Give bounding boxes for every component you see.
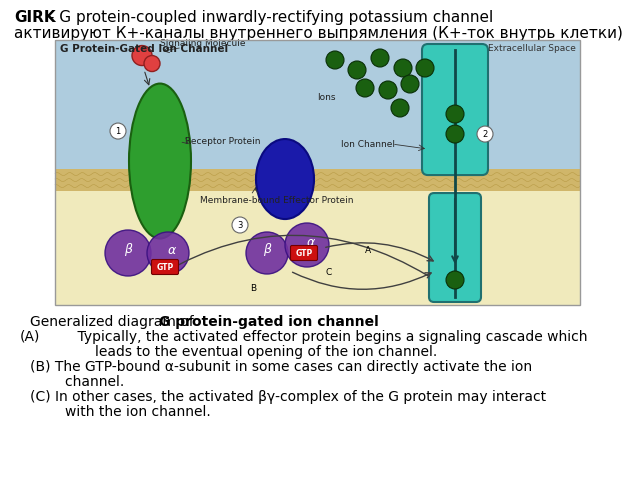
Text: G Protein-Gated Ion Channel: G Protein-Gated Ion Channel bbox=[60, 44, 228, 54]
Text: GTP: GTP bbox=[156, 263, 173, 272]
Circle shape bbox=[110, 123, 126, 139]
FancyBboxPatch shape bbox=[429, 193, 481, 302]
Text: β: β bbox=[124, 242, 132, 255]
Text: (C) In other cases, the activated βγ-complex of the G protein may interact: (C) In other cases, the activated βγ-com… bbox=[30, 390, 546, 404]
Ellipse shape bbox=[129, 84, 191, 239]
Circle shape bbox=[371, 49, 389, 67]
Text: β: β bbox=[263, 242, 271, 255]
Ellipse shape bbox=[285, 223, 329, 267]
Ellipse shape bbox=[256, 139, 314, 219]
Text: (A): (A) bbox=[20, 330, 40, 344]
Text: leads to the eventual opening of the ion channel.: leads to the eventual opening of the ion… bbox=[60, 345, 437, 359]
FancyBboxPatch shape bbox=[291, 245, 317, 261]
Circle shape bbox=[416, 59, 434, 77]
Text: Membrane-bound Effector Protein: Membrane-bound Effector Protein bbox=[200, 196, 353, 205]
Text: Signaling Molecule: Signaling Molecule bbox=[160, 38, 246, 48]
Text: Ions: Ions bbox=[317, 94, 335, 103]
Circle shape bbox=[477, 126, 493, 142]
Text: GIRK: GIRK bbox=[14, 10, 56, 25]
Text: Receptor Protein: Receptor Protein bbox=[185, 136, 260, 145]
Circle shape bbox=[401, 75, 419, 93]
Text: B: B bbox=[250, 284, 256, 293]
FancyBboxPatch shape bbox=[422, 44, 488, 175]
Text: α: α bbox=[307, 236, 315, 249]
Ellipse shape bbox=[147, 232, 189, 274]
Bar bbox=[55, 169, 580, 191]
Text: - G protein-coupled inwardly-rectifying potassium channel: - G protein-coupled inwardly-rectifying … bbox=[44, 10, 493, 25]
Circle shape bbox=[446, 125, 464, 143]
Circle shape bbox=[379, 81, 397, 99]
Circle shape bbox=[326, 51, 344, 69]
FancyBboxPatch shape bbox=[152, 260, 179, 275]
Ellipse shape bbox=[105, 230, 151, 276]
Circle shape bbox=[391, 99, 409, 117]
Text: α: α bbox=[168, 243, 176, 256]
Bar bbox=[55, 40, 580, 305]
Text: Generalized diagram of: Generalized diagram of bbox=[30, 315, 198, 329]
Text: C: C bbox=[325, 268, 332, 277]
Text: 3: 3 bbox=[237, 220, 243, 229]
Text: A: A bbox=[365, 246, 371, 255]
Text: channel.: channel. bbox=[30, 375, 124, 389]
Ellipse shape bbox=[246, 232, 288, 274]
Text: Ion Channel: Ion Channel bbox=[341, 140, 395, 148]
Circle shape bbox=[356, 79, 374, 97]
Circle shape bbox=[144, 56, 160, 72]
Text: активируют К+-каналы внутреннего выпрямления (К+-ток внутрь клетки): активируют К+-каналы внутреннего выпрямл… bbox=[14, 26, 623, 41]
Circle shape bbox=[348, 61, 366, 79]
Bar bbox=[55, 191, 580, 305]
Circle shape bbox=[232, 217, 248, 233]
Text: :: : bbox=[334, 315, 339, 329]
Text: G protein-gated ion channel: G protein-gated ion channel bbox=[159, 315, 378, 329]
Text: Typically, the activated effector protein begins a signaling cascade which: Typically, the activated effector protei… bbox=[60, 330, 588, 344]
Text: 2: 2 bbox=[483, 130, 488, 139]
Circle shape bbox=[394, 59, 412, 77]
Text: with the ion channel.: with the ion channel. bbox=[30, 405, 211, 419]
Circle shape bbox=[446, 105, 464, 123]
Bar bbox=[55, 40, 580, 169]
Text: (B) The GTP-bound α-subunit in some cases can directly activate the ion: (B) The GTP-bound α-subunit in some case… bbox=[30, 360, 532, 374]
Circle shape bbox=[132, 46, 152, 66]
Text: Extracellular Space: Extracellular Space bbox=[488, 44, 576, 53]
Text: 1: 1 bbox=[115, 127, 120, 135]
Text: GTP: GTP bbox=[296, 249, 312, 257]
Circle shape bbox=[446, 271, 464, 289]
